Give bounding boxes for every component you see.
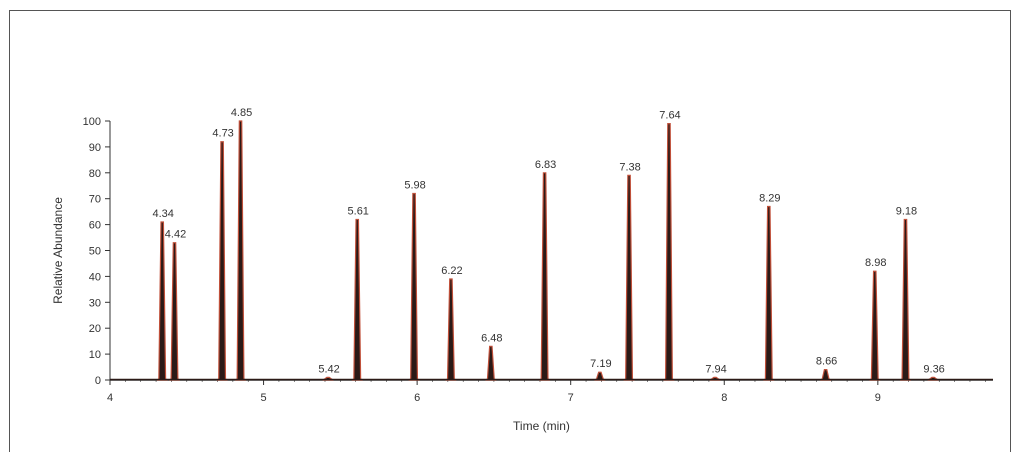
peak-label: 8.66 — [816, 356, 837, 368]
peak-label: 7.38 — [619, 161, 640, 173]
y-tick-label: 60 — [89, 220, 101, 232]
x-tick-label: 6 — [414, 392, 420, 404]
y-tick-label: 40 — [89, 271, 101, 283]
y-tick-label: 80 — [89, 168, 101, 180]
y-tick-label: 70 — [89, 194, 101, 206]
y-tick-label: 90 — [89, 142, 101, 154]
peak-label: 7.94 — [705, 363, 726, 375]
peak-trace — [351, 218, 363, 381]
peak-trace — [485, 345, 497, 381]
x-axis: 4 5 6 7 8 9 — [107, 379, 993, 404]
peak-label: 4.34 — [153, 208, 174, 220]
peak-label: 4.85 — [231, 107, 252, 119]
peak-label: 9.36 — [923, 363, 944, 375]
peak-trace — [819, 369, 832, 381]
y-axis-title: Relative Abundance — [51, 197, 65, 304]
peak-label: 9.18 — [896, 205, 917, 217]
x-axis-title: Time (min) — [513, 419, 570, 433]
peak-trace — [869, 270, 881, 381]
peak-trace — [445, 278, 457, 381]
y-axis: 0 10 20 30 40 50 60 70 80 90 100 — [83, 116, 111, 387]
x-tick-label: 9 — [875, 392, 881, 404]
peak-trace — [538, 172, 551, 381]
chart-frame — [9, 10, 1011, 452]
peak-label: 8.98 — [865, 257, 886, 269]
peak-trace — [623, 174, 635, 381]
peak-labels-layer: 4.34 4.42 4.73 4.85 5.42 5.61 5.98 6.22 6.48 6.83… — [153, 107, 945, 375]
peak-trace — [216, 141, 228, 381]
peak-label: 7.64 — [659, 110, 680, 122]
peak-trace — [234, 120, 247, 381]
x-tick-label: 8 — [721, 392, 727, 404]
peak-trace — [763, 205, 775, 381]
peak-label: 4.42 — [165, 229, 186, 241]
peak-label: 5.98 — [404, 180, 425, 192]
peak-trace — [156, 221, 168, 381]
x-tick-label: 7 — [568, 392, 574, 404]
y-tick-label: 30 — [89, 297, 101, 309]
peak-label: 5.61 — [348, 205, 369, 217]
peak-label: 8.29 — [759, 192, 780, 204]
peak-trace — [663, 122, 675, 381]
peak-label: 4.73 — [212, 128, 233, 140]
peak-label: 6.22 — [441, 265, 462, 277]
peak-label: 7.19 — [590, 358, 611, 370]
y-tick-label: 0 — [95, 375, 101, 387]
x-tick-label: 5 — [261, 392, 267, 404]
peak-label: 5.42 — [318, 363, 339, 375]
peaks-layer — [110, 120, 993, 381]
peak-label: 6.83 — [535, 159, 556, 171]
peak-trace — [168, 242, 181, 381]
y-tick-label: 100 — [83, 116, 101, 128]
y-tick-label: 50 — [89, 246, 101, 258]
x-tick-label: 4 — [107, 392, 113, 404]
peak-label: 6.48 — [481, 332, 502, 344]
y-tick-label: 20 — [89, 323, 101, 335]
peak-trace — [408, 192, 420, 381]
y-tick-label: 10 — [89, 349, 101, 361]
peak-trace — [899, 218, 912, 381]
